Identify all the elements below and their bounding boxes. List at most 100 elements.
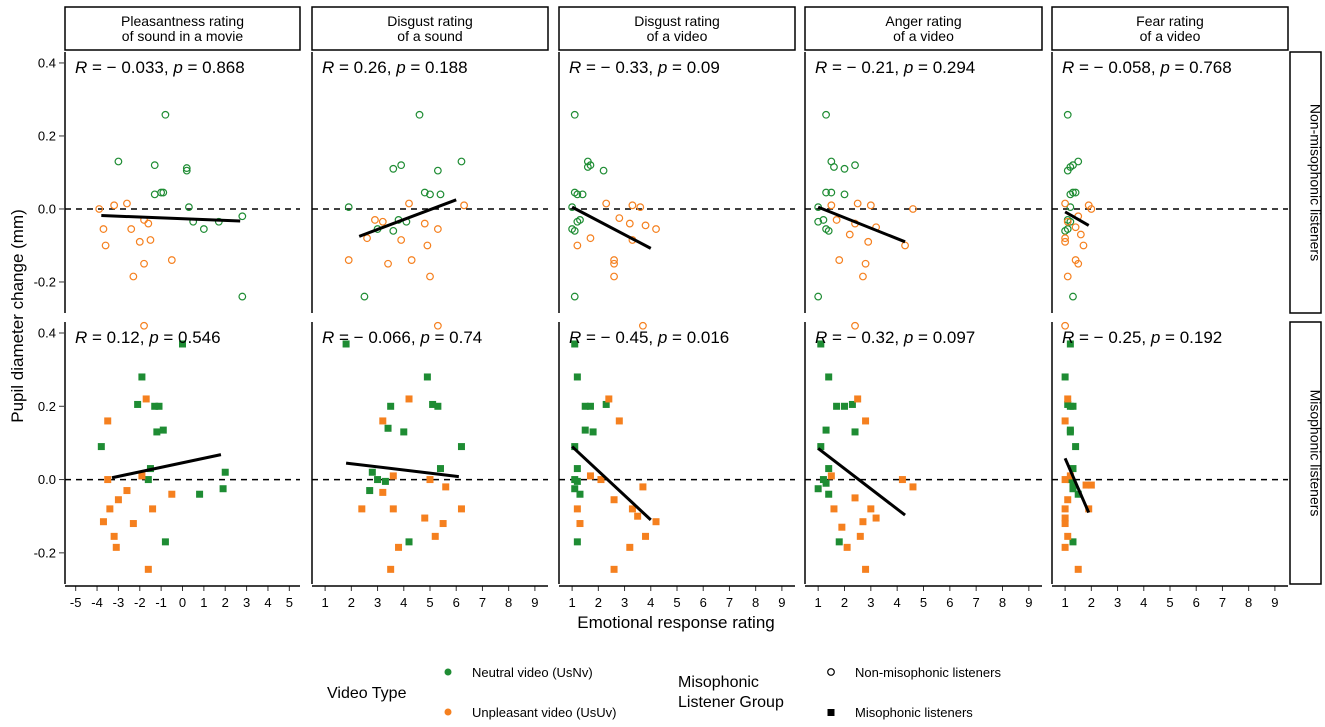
data-point-square xyxy=(909,483,917,491)
annotation-p-symbol: p xyxy=(148,328,158,347)
data-point-square xyxy=(628,505,636,513)
data-point-circle xyxy=(822,110,830,119)
facet-panel: R = − 0.33, p = 0.09 xyxy=(558,52,795,330)
data-point-square xyxy=(381,477,389,485)
data-point-square xyxy=(827,472,835,480)
data-point-circle xyxy=(433,321,442,330)
data-point-circle xyxy=(167,256,176,264)
x-tick-label: 1 xyxy=(815,595,822,610)
annotation-r-symbol: R xyxy=(75,58,87,77)
data-point-square xyxy=(431,532,439,540)
correlation-annotation: R = − 0.32, p = 0.097 xyxy=(815,328,975,347)
data-point-circle xyxy=(851,161,859,170)
data-point-square xyxy=(123,487,131,495)
x-tick-label: 9 xyxy=(1025,595,1032,610)
data-point-circle xyxy=(814,292,823,301)
data-point-square xyxy=(106,505,114,513)
data-point-circle xyxy=(615,214,624,222)
data-point-circle xyxy=(641,221,650,230)
data-point-circle xyxy=(397,236,406,244)
data-point-circle xyxy=(1066,217,1075,226)
data-point-circle xyxy=(859,272,867,281)
data-point-square xyxy=(571,485,579,493)
data-point-square xyxy=(153,428,161,436)
data-point-circle xyxy=(1069,161,1077,170)
annotation-r-value: 0.058 xyxy=(1108,58,1151,77)
facet-panel: R = − 0.32, p = 0.097 xyxy=(804,322,1042,587)
facet-strip-2 xyxy=(311,6,549,51)
x-tick-label: 6 xyxy=(946,595,953,610)
data-point-circle xyxy=(114,157,123,166)
legend-misophonic-key xyxy=(827,709,835,716)
data-point-circle xyxy=(1071,223,1080,232)
data-point-circle xyxy=(457,157,466,166)
data-point-circle xyxy=(101,241,110,250)
data-point-square xyxy=(358,505,366,513)
data-point-circle xyxy=(397,161,406,170)
data-point-square xyxy=(457,443,465,451)
correlation-annotation: R = 0.12, p = 0.546 xyxy=(75,328,221,347)
data-point-circle xyxy=(1074,157,1083,166)
row-strip-1 xyxy=(1289,51,1322,314)
data-point-circle xyxy=(144,219,153,228)
x-tick-label: 2 xyxy=(841,595,848,610)
x-tick-label: 8 xyxy=(1245,595,1252,610)
annotation-p-symbol: p xyxy=(1150,328,1160,347)
data-point-square xyxy=(589,428,597,436)
annotation-comma: , xyxy=(894,58,903,77)
data-point-circle xyxy=(182,166,191,175)
data-point-circle xyxy=(423,241,432,250)
annotation-p-symbol: p xyxy=(419,328,429,347)
data-point-circle xyxy=(570,292,579,301)
data-point-square xyxy=(1061,505,1069,513)
annotation-r-value: 0.32 xyxy=(861,328,894,347)
x-tick-label: 1 xyxy=(200,595,207,610)
x-tick-label: 8 xyxy=(752,595,759,610)
annotation-r-symbol: R xyxy=(815,328,827,347)
data-point-square xyxy=(571,443,579,451)
annotation-p-value: 0.868 xyxy=(202,58,245,77)
annotation-comma: , xyxy=(164,58,173,77)
annotation-r-value: 0.33 xyxy=(615,58,648,77)
regression-line xyxy=(101,214,241,223)
legend-non-misophonic-key xyxy=(827,668,835,676)
data-point-circle xyxy=(628,201,637,210)
x-tick-label: 6 xyxy=(700,595,707,610)
x-tick-label: 5 xyxy=(426,595,433,610)
data-point-square xyxy=(395,543,403,551)
legend-group-title-line2: Listener Group xyxy=(678,694,784,711)
x-tick-label: 1 xyxy=(568,595,575,610)
data-point-circle xyxy=(238,212,247,221)
regression-line xyxy=(1064,210,1090,227)
data-point-circle xyxy=(864,237,873,246)
annotation-p-value: 0.768 xyxy=(1189,58,1232,77)
annotation-r-equals: = xyxy=(334,58,353,77)
facet-strip-title-5-line1: Fear rating xyxy=(1136,13,1204,29)
data-point-square xyxy=(872,514,880,522)
data-point-circle xyxy=(344,256,353,264)
data-point-circle xyxy=(845,230,854,239)
facet-strip-title-4-line2: of a video xyxy=(893,28,954,44)
data-point-circle xyxy=(426,272,434,281)
data-point-circle xyxy=(861,259,870,268)
x-tick-label: 8 xyxy=(505,595,512,610)
data-point-circle xyxy=(1063,217,1072,226)
annotation-p-symbol: p xyxy=(657,58,667,77)
data-point-square xyxy=(114,496,122,504)
x-tick-label: 9 xyxy=(778,595,785,610)
data-point-square xyxy=(144,476,152,484)
data-point-square xyxy=(368,468,376,476)
correlation-annotation: R = − 0.21, p = 0.294 xyxy=(815,58,975,77)
data-point-square xyxy=(615,417,623,425)
data-point-circle xyxy=(586,234,595,243)
annotation-r-value: 0.12 xyxy=(107,328,140,347)
data-point-circle xyxy=(570,226,579,235)
data-point-square xyxy=(1061,476,1069,484)
x-tick-label: 3 xyxy=(621,595,628,610)
data-point-square xyxy=(1066,340,1074,348)
x-tick-label: 9 xyxy=(1271,595,1278,610)
data-point-circle xyxy=(866,201,875,210)
annotation-r-value: 0.21 xyxy=(861,58,894,77)
facet-strip-title-1-line1: Pleasantness rating xyxy=(121,13,244,29)
data-point-square xyxy=(366,487,374,495)
